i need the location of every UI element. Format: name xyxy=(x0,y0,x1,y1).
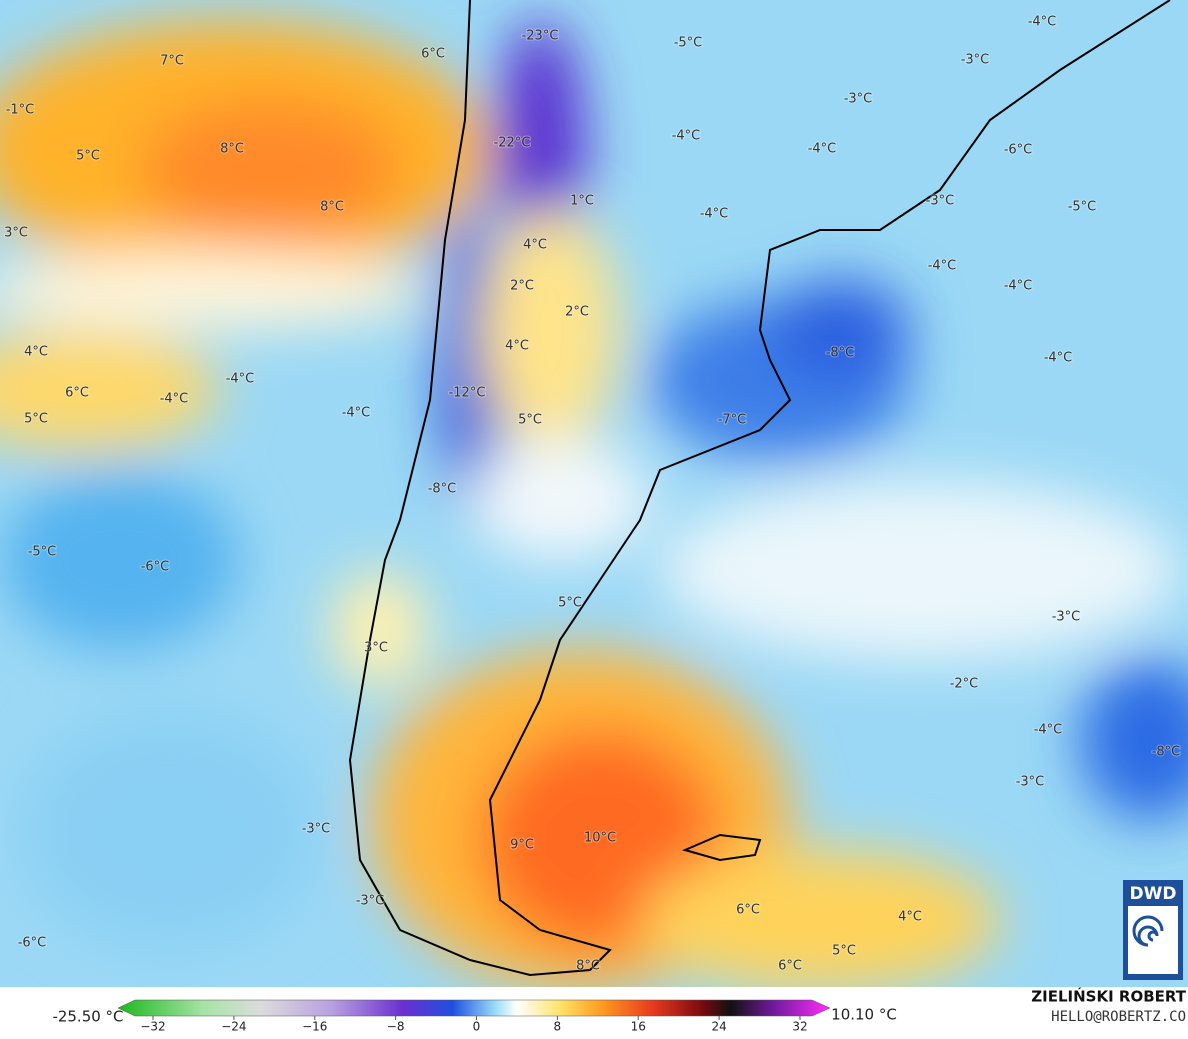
temperature-label: 4°C xyxy=(898,910,922,925)
temperature-label: -3°C xyxy=(1052,610,1081,625)
temperature-label: -4°C xyxy=(160,392,189,407)
temperature-label: 1°C xyxy=(570,194,594,209)
temperature-label: -5°C xyxy=(28,545,57,560)
temperature-label: -3°C xyxy=(1016,775,1045,790)
temperature-label: -8°C xyxy=(1152,745,1181,760)
temperature-label: -3°C xyxy=(302,822,331,837)
temperature-label: -5°C xyxy=(1068,200,1097,215)
temperature-label: -7°C xyxy=(718,413,747,428)
colorbar xyxy=(117,999,831,1017)
temperature-label: -4°C xyxy=(808,142,837,157)
legend-max: 10.10 °C xyxy=(831,1006,897,1024)
temperature-label: -4°C xyxy=(1034,723,1063,738)
temperature-label: 4°C xyxy=(505,339,529,354)
temperature-label: 2°C xyxy=(510,279,534,294)
temperature-label: 5°C xyxy=(518,413,542,428)
temperature-field xyxy=(0,0,1188,990)
temperature-label: 4°C xyxy=(24,345,48,360)
logo-text: DWD xyxy=(1130,884,1177,904)
temperature-label: 3°C xyxy=(4,226,28,241)
temperature-label: -4°C xyxy=(1044,351,1073,366)
temperature-label: -4°C xyxy=(672,129,701,144)
temperature-label: 6°C xyxy=(778,959,802,974)
temperature-label: 6°C xyxy=(736,903,760,918)
temperature-label: -8°C xyxy=(428,482,457,497)
temperature-label: 2°C xyxy=(565,305,589,320)
colorbar-tick-label: 0 xyxy=(473,1020,481,1034)
credit-name: ZIELIŃSKI ROBERT xyxy=(1031,987,1186,1006)
temperature-label: 5°C xyxy=(24,412,48,427)
temperature-label: -23°C xyxy=(522,29,559,44)
temperature-label: 5°C xyxy=(558,596,582,611)
temperature-label: 7°C xyxy=(160,54,184,69)
credit-email: HELLO@ROBERTZ.CO xyxy=(1051,1009,1186,1025)
temperature-label: 5°C xyxy=(832,944,856,959)
temperature-label: 5°C xyxy=(76,149,100,164)
colorbar-tick-label: 8 xyxy=(554,1020,562,1034)
temperature-label: -22°C xyxy=(494,136,531,151)
temperature-label: 6°C xyxy=(65,386,89,401)
temperature-label: -5°C xyxy=(674,36,703,51)
temperature-label: -6°C xyxy=(18,936,47,951)
dwd-logo: DWD xyxy=(1123,880,1183,980)
colorbar-tick-label: −32 xyxy=(140,1020,165,1034)
temperature-label: 8°C xyxy=(320,200,344,215)
temperature-label: -4°C xyxy=(700,207,729,222)
temperature-label: 8°C xyxy=(220,142,244,157)
legend-min: -25.50 °C xyxy=(52,1008,123,1026)
colorbar-tick-label: 24 xyxy=(711,1020,726,1034)
temperature-label: 9°C xyxy=(510,838,534,853)
temperature-label: 3°C xyxy=(364,641,388,656)
colorbar-tick-label: 16 xyxy=(631,1020,646,1034)
temperature-label: -2°C xyxy=(950,677,979,692)
temperature-label: -4°C xyxy=(226,372,255,387)
temperature-label: -12°C xyxy=(449,386,486,401)
temperature-label: 6°C xyxy=(421,47,445,62)
temperature-label: -4°C xyxy=(342,406,371,421)
temperature-label: 8°C xyxy=(576,959,600,974)
colorbar-tick-label: −16 xyxy=(302,1020,327,1034)
temperature-label: -3°C xyxy=(961,53,990,68)
temperature-label: -3°C xyxy=(844,92,873,107)
temperature-label: -6°C xyxy=(1004,143,1033,158)
temperature-label: 10°C xyxy=(584,831,616,846)
temperature-label: 4°C xyxy=(523,238,547,253)
colorbar-tick-label: −8 xyxy=(387,1020,405,1034)
temperature-label: -8°C xyxy=(826,346,855,361)
colorbar-tick-label: −24 xyxy=(221,1020,246,1034)
temperature-label: -4°C xyxy=(1004,279,1033,294)
temperature-label: -3°C xyxy=(926,194,955,209)
temperature-label: -3°C xyxy=(356,894,385,909)
temperature-label: -4°C xyxy=(1028,15,1057,30)
temperature-label: -6°C xyxy=(141,560,170,575)
temperature-label: -4°C xyxy=(928,259,957,274)
colorbar-tick-label: 32 xyxy=(792,1020,807,1034)
temperature-label: -1°C xyxy=(6,103,35,118)
